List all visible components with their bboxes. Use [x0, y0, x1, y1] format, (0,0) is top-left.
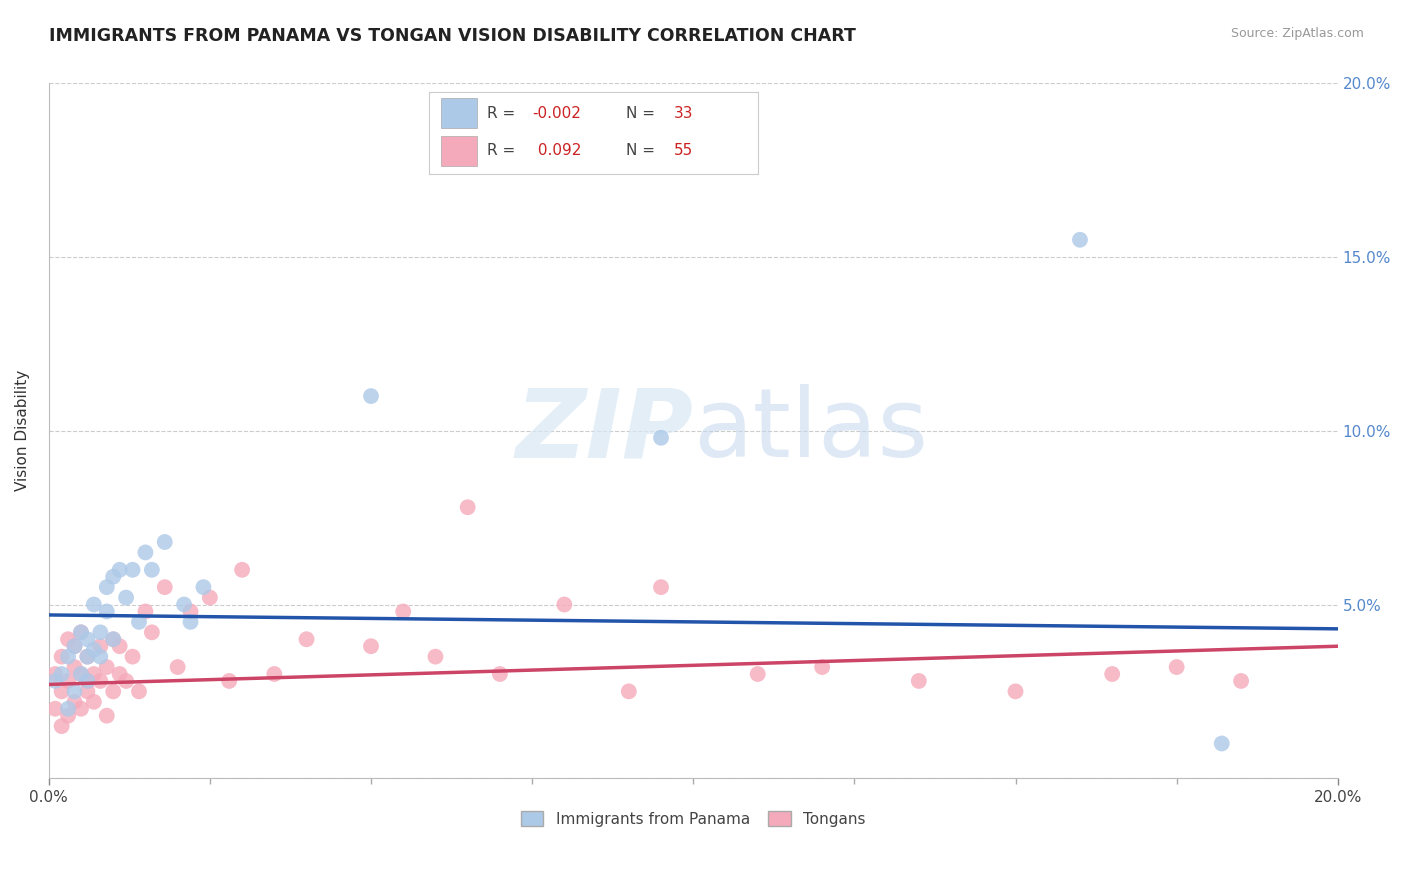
Point	[108, 563, 131, 577]
Point	[56, 632, 79, 647]
Point	[180, 605, 202, 619]
Legend: Immigrants from Panama, Tongans: Immigrants from Panama, Tongans	[515, 805, 872, 833]
Point	[1230, 673, 1253, 688]
Point	[56, 649, 79, 664]
Point	[108, 639, 131, 653]
Point	[173, 598, 195, 612]
Point	[425, 649, 447, 664]
Point	[457, 500, 479, 515]
Point	[1069, 233, 1091, 247]
Point	[489, 667, 512, 681]
Point	[51, 649, 73, 664]
Point	[70, 625, 93, 640]
Text: Source: ZipAtlas.com: Source: ZipAtlas.com	[1230, 27, 1364, 40]
Point	[263, 667, 285, 681]
Point	[811, 660, 834, 674]
Point	[70, 702, 93, 716]
Point	[1004, 684, 1026, 698]
Point	[134, 545, 156, 559]
Point	[56, 702, 79, 716]
Point	[908, 673, 931, 688]
Point	[76, 673, 98, 688]
Point	[63, 639, 86, 653]
Point	[115, 673, 138, 688]
Point	[96, 660, 118, 674]
Point	[360, 389, 382, 403]
Point	[103, 684, 125, 698]
Point	[44, 702, 66, 716]
Point	[108, 667, 131, 681]
Y-axis label: Vision Disability: Vision Disability	[15, 370, 30, 491]
Point	[96, 708, 118, 723]
Point	[747, 667, 769, 681]
Point	[141, 563, 163, 577]
Point	[76, 673, 98, 688]
Point	[231, 563, 253, 577]
Point	[141, 625, 163, 640]
Point	[121, 563, 143, 577]
Point	[218, 673, 240, 688]
Point	[76, 649, 98, 664]
Point	[70, 667, 93, 681]
Point	[83, 642, 105, 657]
Point	[89, 673, 111, 688]
Point	[128, 684, 150, 698]
Point	[44, 673, 66, 688]
Point	[51, 719, 73, 733]
Point	[392, 605, 415, 619]
Point	[44, 667, 66, 681]
Point	[650, 580, 672, 594]
Point	[76, 632, 98, 647]
Point	[83, 667, 105, 681]
Point	[115, 591, 138, 605]
Point	[153, 535, 176, 549]
Point	[103, 632, 125, 647]
Point	[617, 684, 640, 698]
Point	[56, 673, 79, 688]
Text: IMMIGRANTS FROM PANAMA VS TONGAN VISION DISABILITY CORRELATION CHART: IMMIGRANTS FROM PANAMA VS TONGAN VISION …	[49, 27, 856, 45]
Point	[553, 598, 575, 612]
Point	[89, 625, 111, 640]
Point	[103, 632, 125, 647]
Point	[134, 605, 156, 619]
Point	[63, 639, 86, 653]
Point	[198, 591, 221, 605]
Point	[76, 649, 98, 664]
Point	[51, 667, 73, 681]
Point	[193, 580, 215, 594]
Text: ZIP: ZIP	[516, 384, 693, 477]
Point	[96, 580, 118, 594]
Point	[70, 625, 93, 640]
Point	[121, 649, 143, 664]
Point	[1101, 667, 1123, 681]
Point	[76, 684, 98, 698]
Point	[1166, 660, 1188, 674]
Point	[63, 660, 86, 674]
Point	[166, 660, 188, 674]
Point	[128, 615, 150, 629]
Text: atlas: atlas	[693, 384, 928, 477]
Point	[63, 684, 86, 698]
Point	[96, 605, 118, 619]
Point	[56, 708, 79, 723]
Point	[360, 639, 382, 653]
Point	[650, 431, 672, 445]
Point	[180, 615, 202, 629]
Point	[103, 570, 125, 584]
Point	[83, 695, 105, 709]
Point	[153, 580, 176, 594]
Point	[295, 632, 318, 647]
Point	[89, 649, 111, 664]
Point	[51, 684, 73, 698]
Point	[63, 695, 86, 709]
Point	[83, 598, 105, 612]
Point	[1211, 737, 1233, 751]
Point	[89, 639, 111, 653]
Point	[70, 667, 93, 681]
